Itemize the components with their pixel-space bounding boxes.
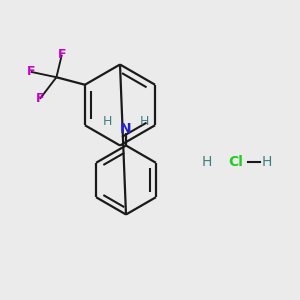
Text: H: H [202, 155, 212, 169]
Text: Cl: Cl [228, 155, 243, 169]
Text: H: H [262, 155, 272, 169]
Text: H: H [103, 115, 112, 128]
Text: F: F [58, 48, 66, 61]
Text: H: H [140, 115, 149, 128]
Text: F: F [27, 65, 35, 78]
Text: F: F [36, 92, 44, 105]
Text: N: N [120, 122, 132, 136]
